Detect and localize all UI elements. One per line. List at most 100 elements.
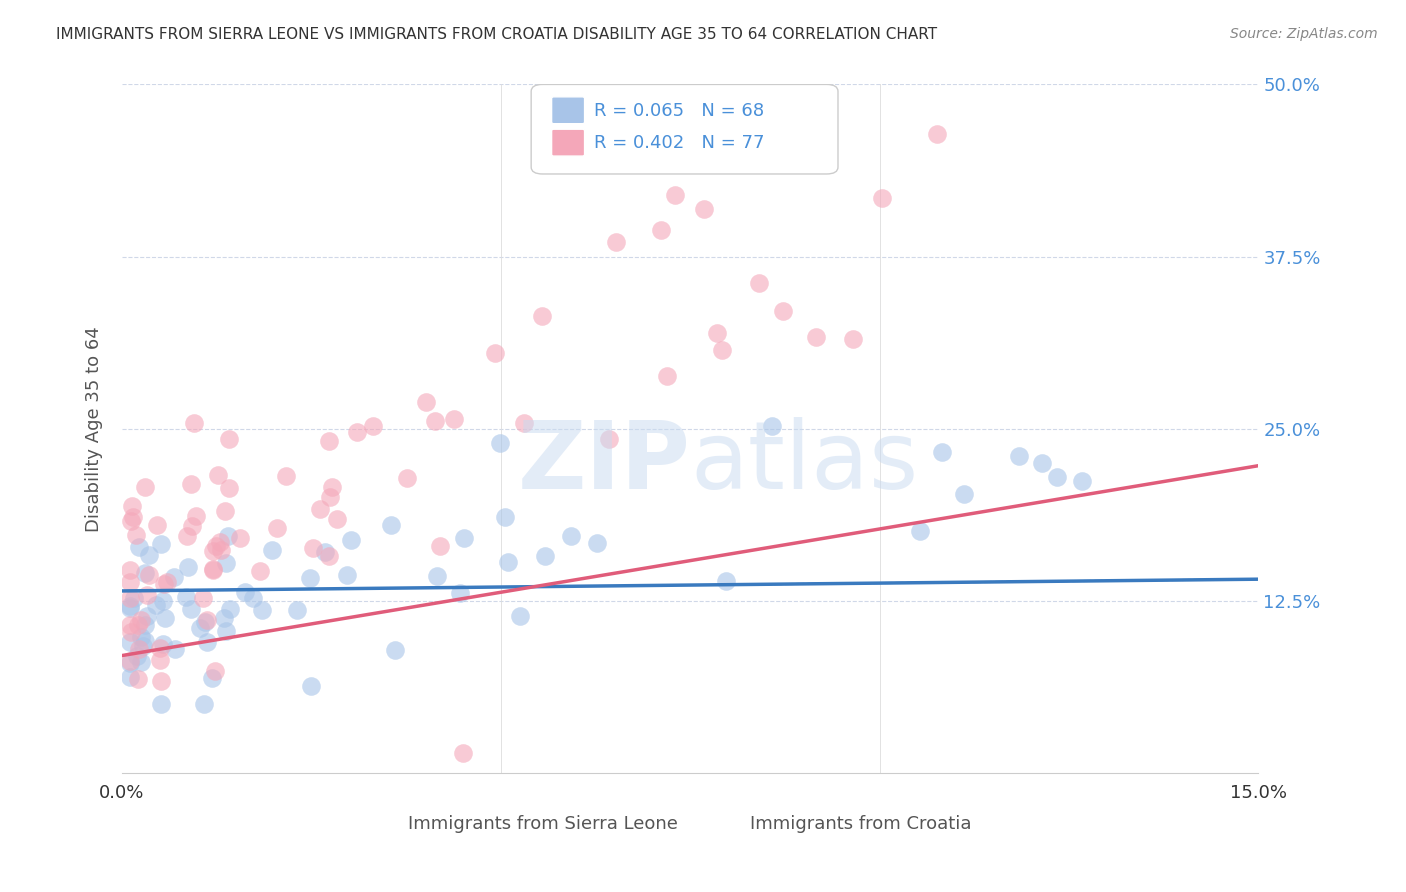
Point [152, 593, 174, 607]
Point [202, 543, 225, 558]
Point [299, 679, 322, 693]
Point [134, 566, 156, 580]
Point [449, 585, 471, 599]
Point [125, 649, 148, 664]
Point [120, 514, 142, 528]
Point [138, 548, 160, 562]
Point [149, 653, 172, 667]
Point [150, 673, 173, 688]
Point [136, 588, 159, 602]
Point [453, 532, 475, 546]
Point [250, 603, 273, 617]
Point [215, 556, 238, 570]
Point [841, 333, 863, 347]
Point [908, 524, 931, 538]
Point [533, 549, 555, 563]
Point [326, 512, 349, 526]
Point [121, 500, 143, 514]
Point [426, 569, 449, 583]
FancyBboxPatch shape [392, 806, 426, 826]
Point [346, 425, 368, 439]
Point [560, 528, 582, 542]
Point [319, 490, 342, 504]
Point [204, 664, 226, 678]
Point [318, 434, 340, 449]
Point [218, 601, 240, 615]
Point [118, 655, 141, 669]
Text: IMMIGRANTS FROM SIERRA LEONE VS IMMIGRANTS FROM CROATIA DISABILITY AGE 35 TO 64 : IMMIGRANTS FROM SIERRA LEONE VS IMMIGRAN… [56, 27, 938, 42]
Point [215, 624, 238, 638]
Point [1070, 475, 1092, 489]
Point [153, 610, 176, 624]
Point [925, 128, 948, 142]
Point [309, 502, 332, 516]
Point [598, 432, 620, 446]
Point [118, 600, 141, 615]
Point [218, 481, 240, 495]
Point [122, 509, 145, 524]
Point [180, 519, 202, 533]
Point [298, 571, 321, 585]
Point [761, 418, 783, 433]
Point [384, 643, 406, 657]
FancyBboxPatch shape [551, 97, 585, 124]
Point [128, 540, 150, 554]
Point [146, 518, 169, 533]
Point [194, 615, 217, 630]
Text: Source: ZipAtlas.com: Source: ZipAtlas.com [1230, 27, 1378, 41]
Point [318, 549, 340, 563]
Point [138, 568, 160, 582]
Point [655, 368, 678, 383]
Point [152, 577, 174, 591]
Point [301, 541, 323, 556]
Point [193, 698, 215, 712]
Point [218, 432, 240, 446]
Point [321, 480, 343, 494]
Point [155, 575, 177, 590]
Point [122, 591, 145, 606]
Point [205, 539, 228, 553]
Y-axis label: Disability Age 35 to 64: Disability Age 35 to 64 [86, 326, 103, 532]
Point [953, 487, 976, 501]
Point [124, 528, 146, 542]
Point [118, 656, 141, 670]
Point [134, 634, 156, 648]
Point [118, 635, 141, 649]
Point [339, 533, 361, 547]
Point [285, 603, 308, 617]
Point [120, 624, 142, 639]
Point [415, 394, 437, 409]
Point [380, 517, 402, 532]
Point [183, 416, 205, 430]
Point [772, 303, 794, 318]
Point [266, 521, 288, 535]
Point [509, 609, 531, 624]
Point [152, 636, 174, 650]
Text: R = 0.065   N = 68: R = 0.065 N = 68 [593, 102, 763, 120]
Point [931, 445, 953, 459]
Point [693, 202, 716, 217]
Point [494, 509, 516, 524]
Text: Immigrants from Croatia: Immigrants from Croatia [749, 814, 972, 832]
Point [260, 543, 283, 558]
Point [165, 641, 187, 656]
Point [1008, 449, 1031, 463]
Point [127, 672, 149, 686]
Point [706, 326, 728, 340]
Point [209, 535, 232, 549]
Point [118, 591, 141, 606]
Point [150, 537, 173, 551]
Point [209, 542, 232, 557]
Point [127, 618, 149, 632]
Point [429, 539, 451, 553]
Point [176, 590, 198, 604]
Point [136, 609, 159, 624]
Point [118, 574, 141, 589]
Point [314, 545, 336, 559]
Point [586, 535, 609, 549]
Text: ZIP: ZIP [517, 417, 690, 509]
Point [212, 611, 235, 625]
Point [118, 617, 141, 632]
Point [118, 599, 141, 614]
Point [274, 469, 297, 483]
